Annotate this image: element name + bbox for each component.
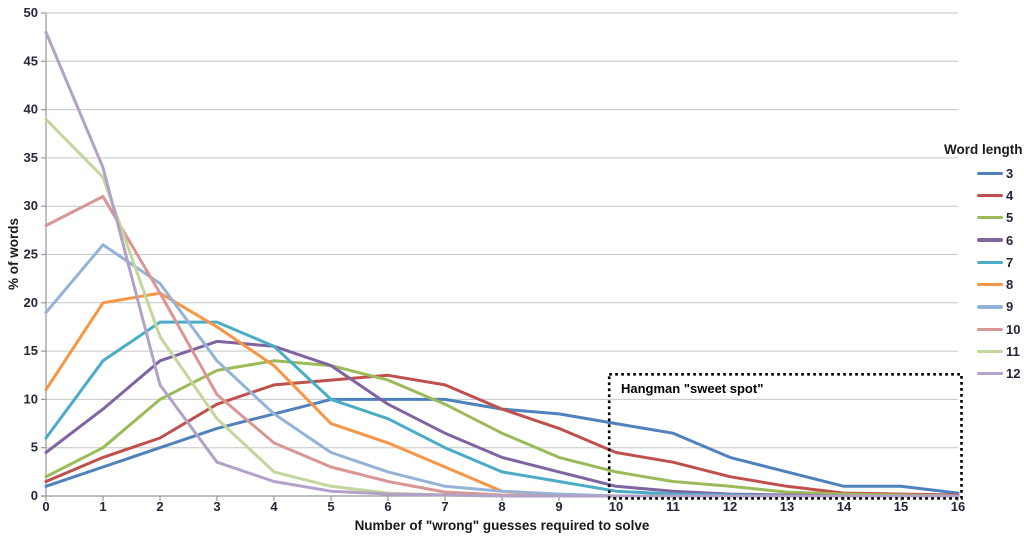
x-tick-label: 6 bbox=[384, 499, 391, 514]
legend-line-swatch bbox=[977, 171, 1003, 175]
legend-item-label: 10 bbox=[1006, 321, 1021, 337]
legend-items: 3 4 5 6 7 8 9 10 11 12 bbox=[977, 162, 1020, 385]
x-tick-label: 10 bbox=[609, 499, 623, 514]
series-line-12 bbox=[44, 30, 960, 498]
y-tick-label: 30 bbox=[24, 198, 38, 213]
y-tick-label: 0 bbox=[31, 488, 38, 503]
x-tick-label: 16 bbox=[951, 499, 965, 514]
legend-item-label: 6 bbox=[1006, 232, 1014, 248]
y-tick-label: 10 bbox=[24, 391, 38, 406]
y-tick-label: 20 bbox=[24, 295, 38, 310]
legend-item-label: 11 bbox=[1006, 344, 1020, 360]
legend-line-swatch bbox=[977, 216, 1003, 220]
y-tick-label: 40 bbox=[24, 102, 38, 117]
legend-item-label: 12 bbox=[1006, 366, 1021, 382]
legend-item-6: 6 bbox=[977, 229, 1020, 251]
y-tick-label: 5 bbox=[31, 440, 38, 455]
legend-item-label: 3 bbox=[1006, 165, 1014, 181]
x-tick-label: 1 bbox=[99, 499, 106, 514]
series-line-5 bbox=[44, 359, 960, 498]
legend-title: Word length bbox=[944, 142, 1023, 157]
x-tick-label: 2 bbox=[156, 499, 163, 514]
x-tick-label: 3 bbox=[213, 499, 220, 514]
x-tick-label: 13 bbox=[780, 499, 794, 514]
x-axis-title: Number of "wrong" guesses required to so… bbox=[354, 518, 650, 533]
legend-item-label: 5 bbox=[1006, 210, 1014, 226]
legend-item-11: 11 bbox=[977, 340, 1020, 362]
sweet-spot-annotation-label: Hangman "sweet spot" bbox=[621, 381, 764, 396]
legend-line-swatch bbox=[977, 349, 1003, 354]
x-tick-label: 9 bbox=[555, 499, 562, 514]
x-tick-label: 11 bbox=[666, 499, 680, 514]
legend-item-4: 4 bbox=[977, 184, 1020, 206]
legend-item-3: 3 bbox=[977, 162, 1020, 184]
x-tick-label: 14 bbox=[837, 499, 852, 514]
legend-item-label: 8 bbox=[1006, 277, 1014, 293]
x-tick-label: 5 bbox=[327, 499, 334, 514]
legend-item-label: 7 bbox=[1006, 254, 1014, 270]
legend-line-swatch bbox=[977, 283, 1003, 287]
legend-item-10: 10 bbox=[977, 318, 1020, 340]
legend-line-swatch bbox=[977, 372, 1003, 376]
legend-item-5: 5 bbox=[977, 207, 1020, 229]
x-tick-label: 15 bbox=[894, 499, 908, 514]
legend-item-label: 4 bbox=[1006, 187, 1014, 203]
sweet-spot-box bbox=[607, 372, 963, 500]
y-tick-label: 35 bbox=[24, 150, 38, 165]
legend-line-swatch bbox=[977, 305, 1003, 309]
legend-item-7: 7 bbox=[977, 251, 1020, 273]
series-line-10 bbox=[44, 195, 960, 498]
y-tick-label: 25 bbox=[24, 247, 38, 262]
x-tick-label: 7 bbox=[441, 499, 448, 514]
legend-line-swatch bbox=[977, 260, 1003, 264]
x-tick-label: 8 bbox=[498, 499, 505, 514]
legend-item-8: 8 bbox=[977, 273, 1020, 295]
x-tick-label: 12 bbox=[723, 499, 737, 514]
legend-line-swatch bbox=[977, 327, 1003, 331]
x-tick-label: 0 bbox=[42, 499, 49, 514]
y-tick-label: 45 bbox=[24, 53, 38, 68]
legend-item-label: 9 bbox=[1006, 299, 1014, 315]
legend-item-9: 9 bbox=[977, 296, 1020, 318]
legend-line-swatch bbox=[977, 193, 1003, 198]
y-axis-title: % of words bbox=[6, 218, 21, 291]
y-tick-label: 50 bbox=[24, 5, 38, 20]
y-tick-label: 15 bbox=[24, 343, 38, 358]
series-line-4 bbox=[44, 373, 960, 497]
legend-item-12: 12 bbox=[977, 363, 1020, 385]
x-tick-label: 4 bbox=[270, 499, 278, 514]
legend-line-swatch bbox=[977, 238, 1003, 242]
